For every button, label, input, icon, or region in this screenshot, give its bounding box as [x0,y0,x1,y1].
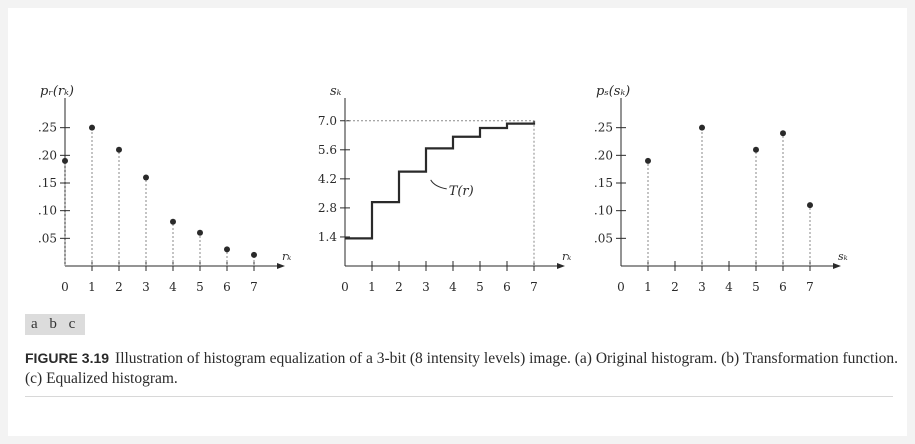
y-tick-label: .05 [594,231,613,245]
y-tick-label: .10 [594,204,613,218]
x-tick-label: 6 [503,280,511,294]
data-point [62,157,68,164]
data-point [645,157,651,164]
y-tick-label: .25 [594,121,613,135]
data-point [780,130,786,137]
caption-rule [25,396,893,397]
y-tick-label: .10 [38,204,57,218]
data-point [197,229,203,236]
y-tick-label: .15 [594,176,613,190]
y-tick-label: 1.4 [318,230,337,244]
x-axis-label: rₖ [282,250,291,263]
x-axis-arrow [557,263,565,269]
x-axis-label: sₖ [838,250,848,263]
figure-caption: FIGURE 3.19 Illustration of histogram equ… [25,348,900,389]
x-tick-label: 5 [196,280,204,294]
data-point [753,146,759,153]
chart-panel-a: pᵣ(rₖ) rₖ .05 .10 .15 .20 .25 0 1 2 3 4 5 6 7 [38,84,291,294]
x-tick-label: 0 [341,280,349,294]
data-point [807,202,813,209]
caption-text: Illustration of histogram equalization o… [25,350,899,387]
y-axis-label: pₛ(sₖ) [596,84,630,99]
chart-panel-c: pₛ(sₖ) sₖ .05 .10 .15 .20 .25 0 1 2 3 4 5 6 7 [594,84,848,294]
x-tick-label: 2 [395,280,403,294]
x-tick-label: 7 [530,280,538,294]
y-tick-label: 7.0 [318,114,337,128]
data-point [251,251,257,258]
panel-tags: a b c [25,314,86,335]
x-tick-label: 5 [752,280,760,294]
y-tick-label: 5.6 [318,143,337,157]
x-tick-label: 6 [779,280,787,294]
data-point [224,246,230,253]
y-tick-label: .20 [38,148,57,162]
x-tick-label: 6 [223,280,231,294]
data-point [699,124,705,131]
data-point [143,174,149,181]
x-tick-label: 3 [698,280,706,294]
x-tick-label: 1 [88,280,96,294]
data-point [170,218,176,225]
figure-sheet [8,8,907,436]
x-tick-label: 2 [671,280,679,294]
transformation-step-line [345,120,536,240]
x-tick-label: 7 [250,280,258,294]
y-tick-label: 2.8 [318,201,337,215]
x-tick-label: 5 [476,280,484,294]
x-tick-label: 3 [422,280,430,294]
chart-panel-b: sₖ rₖ 1.4 2.8 4.2 5.6 7.0 0 1 2 3 4 5 6 7 T(r) [318,84,571,294]
annotation-pointer [430,179,447,190]
x-tick-label: 7 [806,280,814,294]
figure-id: FIGURE 3.19 [25,350,110,366]
x-tick-label: 1 [644,280,652,294]
y-axis-label: sₖ [330,84,342,99]
x-tick-label: 4 [725,280,733,294]
annotation-label: T(r) [449,184,474,199]
x-tick-label: 2 [115,280,123,294]
data-point [116,146,122,153]
data-point [89,124,95,131]
y-tick-label: 4.2 [318,172,337,186]
x-tick-label: 4 [169,280,177,294]
y-axis-label: pᵣ(rₖ) [40,84,74,99]
x-axis-arrow [277,263,285,269]
x-tick-label: 1 [368,280,376,294]
y-tick-label: .25 [38,121,57,135]
y-tick-label: .20 [594,148,613,162]
x-tick-label: 4 [449,280,457,294]
x-tick-label: 3 [142,280,150,294]
y-tick-label: .15 [38,176,57,190]
x-axis-label: rₖ [562,250,571,263]
x-tick-label: 0 [61,280,69,294]
y-tick-label: .05 [38,231,57,245]
x-tick-label: 0 [617,280,625,294]
x-axis-arrow [833,263,841,269]
